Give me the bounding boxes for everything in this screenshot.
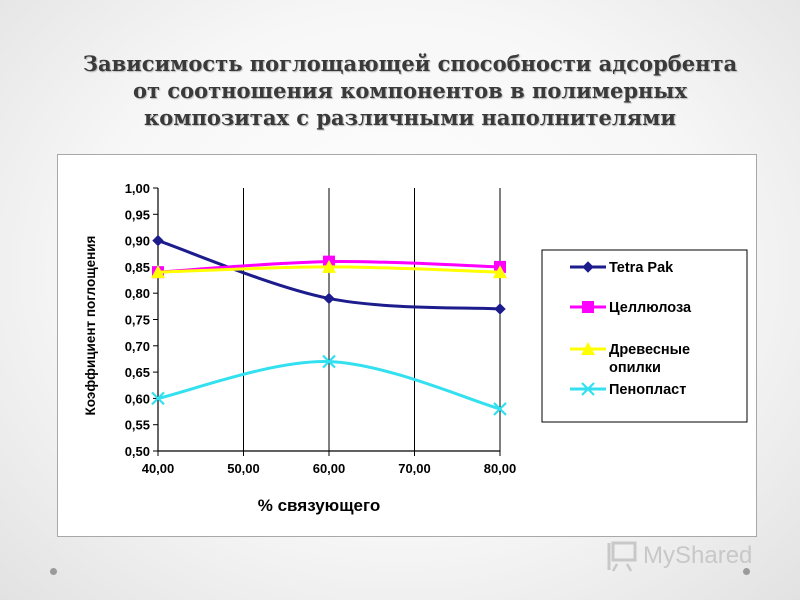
- legend-marker: [582, 261, 594, 273]
- y-tick-label: 0,95: [125, 207, 150, 222]
- watermark-text: MyShared: [643, 542, 753, 569]
- y-tick-label: 0,80: [125, 286, 150, 301]
- legend-label-line: Древесные: [609, 342, 690, 358]
- y-tick-label: 1,00: [125, 181, 150, 196]
- chart-container: 0,50 0,55 0,60 0,65 0,70 0,75 0,80 0,85 0,90 0,95…: [57, 154, 757, 537]
- y-tick-label: 0,75: [125, 313, 150, 328]
- legend-label: Целлюлоза: [609, 300, 692, 316]
- legend-box: [541, 249, 748, 423]
- data-point-marker: [494, 303, 506, 315]
- line-chart: 0,50 0,55 0,60 0,65 0,70 0,75 0,80 0,85 0,90 0,95…: [83, 181, 748, 515]
- x-tick-label: 70,00: [398, 461, 431, 476]
- x-axis-title: % связующего: [258, 496, 380, 515]
- legend-marker: [581, 382, 595, 396]
- legend-label-line: опилки: [609, 360, 661, 376]
- data-point-marker: [493, 265, 507, 279]
- x-tick-label: 40,00: [142, 461, 175, 476]
- data-point-marker: [322, 354, 336, 369]
- data-point-marker: [322, 259, 336, 273]
- legend-label: Пенопласт: [609, 382, 686, 398]
- x-tick-label: 50,00: [227, 461, 260, 476]
- data-point-marker: [493, 402, 507, 416]
- data-point-marker: [151, 391, 165, 406]
- legend-marker: [582, 301, 594, 313]
- y-tick-label: 0,70: [125, 339, 150, 354]
- y-tick-label: 0,50: [125, 444, 150, 459]
- slide-corner-dot-right: [743, 568, 750, 575]
- y-tick-label: 0,65: [125, 365, 150, 380]
- x-tick-label: 80,00: [484, 461, 517, 476]
- presentation-screen-icon: [607, 541, 637, 572]
- y-tick-label: 0,55: [125, 418, 150, 433]
- y-tick-label: 0,90: [125, 234, 150, 249]
- y-tick-label: 0,60: [125, 391, 150, 406]
- watermark: MyShared: [607, 539, 752, 573]
- x-tick-label: 60,00: [313, 461, 346, 476]
- data-point-marker: [151, 265, 165, 279]
- data-point-marker: [323, 292, 335, 305]
- y-axis-title: Коэффициент поглощения: [83, 236, 98, 416]
- slide-corner-dot-left: [50, 568, 57, 575]
- slide-title: Зависимость поглощающей способности адсо…: [82, 51, 738, 130]
- legend-marker: [581, 342, 595, 355]
- legend-label: Tetra Pak: [609, 260, 674, 276]
- y-tick-label: 0,85: [125, 260, 150, 275]
- data-point-marker: [152, 234, 164, 247]
